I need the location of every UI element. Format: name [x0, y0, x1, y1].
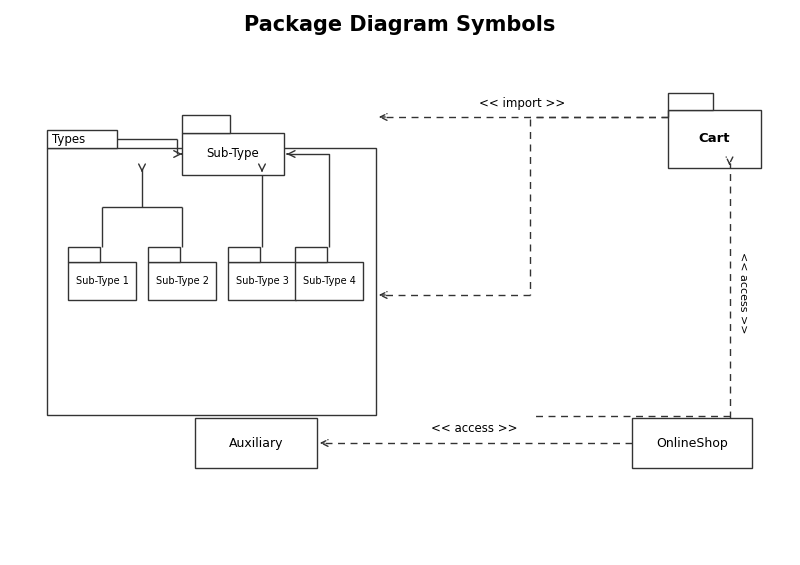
Text: Cart: Cart [698, 133, 730, 146]
Text: OnlineShop: OnlineShop [656, 437, 728, 450]
Text: Types: Types [52, 133, 86, 146]
Text: Sub-Type 2: Sub-Type 2 [155, 276, 209, 286]
Bar [148, 247, 180, 262]
Text: Sub-Type: Sub-Type [206, 147, 259, 160]
Bar [295, 247, 327, 262]
Bar [632, 418, 752, 468]
Bar [182, 133, 284, 175]
Bar [668, 110, 761, 168]
Bar [195, 418, 317, 468]
Bar [68, 262, 136, 300]
Bar [182, 115, 230, 133]
Bar [68, 247, 100, 262]
Bar [295, 262, 363, 300]
Bar [228, 262, 296, 300]
Bar [47, 148, 376, 415]
Text: << import >>: << import >> [479, 97, 565, 110]
Bar [47, 130, 117, 148]
Bar [148, 262, 216, 300]
Text: << access >>: << access >> [431, 423, 518, 436]
Text: Sub-Type 1: Sub-Type 1 [75, 276, 129, 286]
Text: Auxiliary: Auxiliary [229, 437, 283, 450]
Text: Sub-Type 4: Sub-Type 4 [302, 276, 355, 286]
Text: Sub-Type 3: Sub-Type 3 [235, 276, 289, 286]
Text: << access >>: << access >> [738, 252, 749, 334]
Bar [228, 247, 260, 262]
Text: Package Diagram Symbols: Package Diagram Symbols [244, 15, 556, 35]
Bar [668, 93, 713, 110]
